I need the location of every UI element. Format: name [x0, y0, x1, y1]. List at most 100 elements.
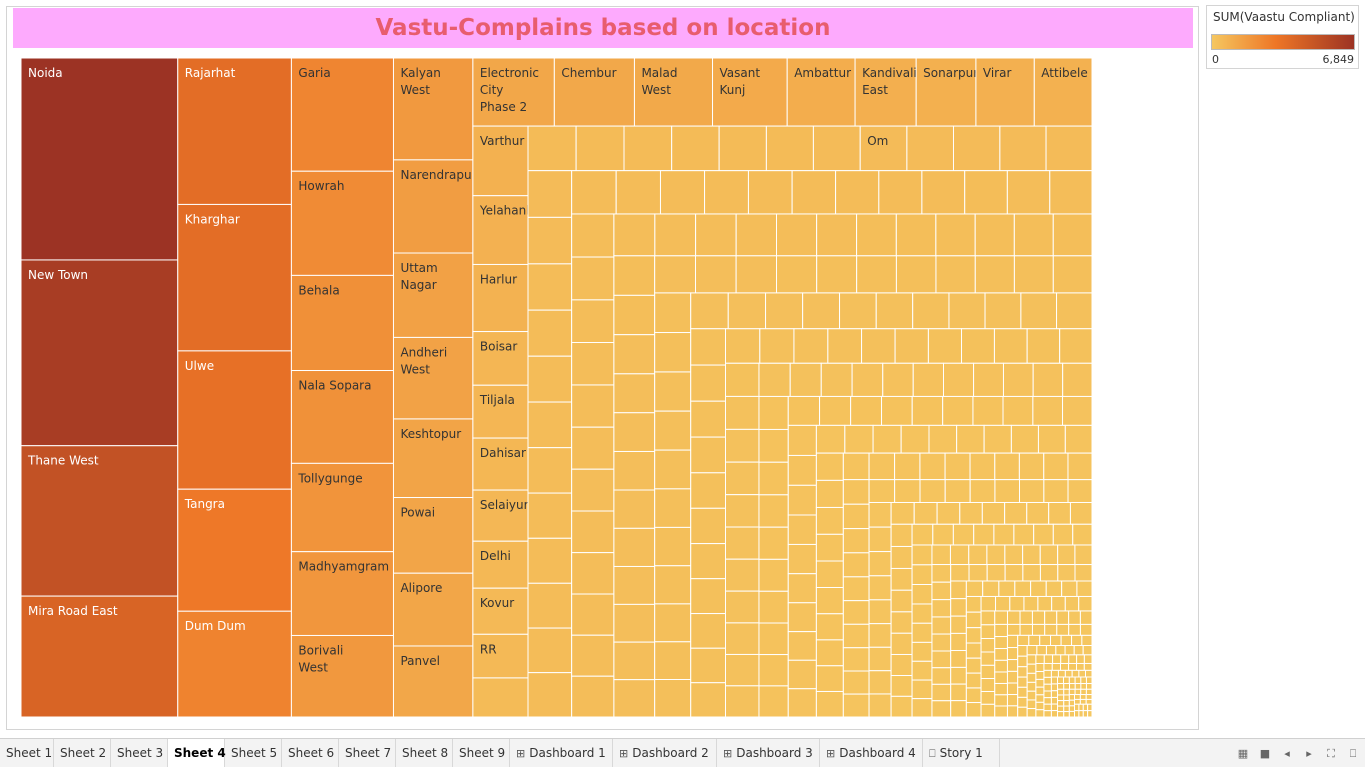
treemap-cell-rect[interactable] — [654, 371, 692, 412]
treemap-cell[interactable] — [613, 450, 656, 491]
treemap-cell-rect[interactable] — [894, 452, 921, 481]
treemap-cell-rect[interactable] — [912, 362, 945, 397]
treemap-cell-rect[interactable] — [950, 564, 970, 582]
treemap-cell[interactable] — [1057, 669, 1066, 678]
treemap-cell-rect[interactable] — [690, 507, 727, 545]
treemap-cell[interactable] — [895, 213, 937, 257]
treemap-cell[interactable] — [1052, 523, 1074, 546]
treemap-cell-rect[interactable] — [842, 552, 870, 578]
treemap-cell-rect[interactable] — [613, 255, 656, 296]
treemap-cell-rect[interactable] — [994, 452, 1020, 481]
treemap-cell-rect[interactable] — [981, 501, 1006, 525]
treemap-cell[interactable] — [1013, 523, 1035, 546]
treemap-cell[interactable] — [1006, 705, 1019, 717]
treemap-cell[interactable] — [842, 623, 870, 649]
treemap-cell[interactable] — [994, 479, 1020, 503]
treemap-cell[interactable] — [968, 544, 988, 566]
treemap-cell-rect[interactable] — [787, 602, 817, 633]
treemap-cell-madhyamgram[interactable]: Madhyamgram — [290, 551, 394, 636]
treemap-cell-rect[interactable] — [965, 611, 982, 629]
treemap-cell-rect[interactable] — [1062, 362, 1092, 397]
treemap-cell[interactable] — [890, 523, 913, 547]
treemap-cell[interactable] — [1026, 501, 1050, 525]
treemap-cell[interactable] — [1050, 676, 1059, 685]
treemap-cell-rect[interactable] — [868, 575, 892, 601]
treemap-cell[interactable] — [791, 170, 837, 215]
treemap-cell[interactable] — [965, 657, 982, 674]
treemap-cell-rect[interactable] — [472, 489, 529, 542]
treemap-cell[interactable] — [961, 328, 995, 364]
tab-sheet-7[interactable]: Sheet 7 — [339, 739, 396, 767]
treemap-cell-rect[interactable] — [890, 611, 913, 634]
treemap-cell[interactable] — [654, 213, 697, 257]
treemap-cell-rect[interactable] — [472, 263, 529, 333]
treemap-cell[interactable] — [1013, 255, 1054, 294]
treemap-cell-rect[interactable] — [1057, 564, 1076, 582]
treemap-cell[interactable] — [890, 501, 915, 525]
treemap-cell-rect[interactable] — [894, 328, 929, 364]
treemap-cell-rect[interactable] — [392, 572, 474, 647]
treemap-cell-rect[interactable] — [613, 527, 656, 567]
treemap-cell[interactable] — [956, 424, 985, 454]
treemap-cell[interactable] — [949, 544, 970, 566]
treemap-cell-rect[interactable] — [1026, 690, 1037, 701]
treemap-cell-rect[interactable] — [950, 666, 967, 685]
treemap-cell-rect[interactable] — [948, 292, 986, 330]
treemap-cell-thane-west[interactable]: Thane West — [21, 445, 179, 597]
treemap-cell[interactable] — [890, 567, 913, 591]
treemap-cell-rect[interactable] — [1074, 683, 1082, 690]
treemap-cell[interactable] — [527, 309, 573, 357]
treemap-cell-rect[interactable] — [1079, 698, 1087, 705]
treemap-cell-rect[interactable] — [802, 292, 841, 330]
treemap-cell[interactable] — [1052, 213, 1092, 257]
treemap-cell[interactable] — [1026, 681, 1037, 692]
treemap-cell-rect[interactable] — [1068, 654, 1078, 664]
treemap-cell[interactable] — [1035, 701, 1045, 711]
treemap-cell-rect[interactable] — [690, 578, 727, 615]
treemap-cell[interactable] — [1083, 654, 1092, 664]
treemap-cell-rect[interactable] — [21, 445, 179, 597]
treemap-cell-rect[interactable] — [527, 492, 573, 539]
treemap-cell[interactable] — [1074, 683, 1082, 690]
treemap-cell-rect[interactable] — [842, 600, 870, 625]
treemap-cell-rect[interactable] — [1071, 669, 1080, 678]
treemap-cell-rect[interactable] — [1085, 698, 1092, 705]
treemap-cell-rect[interactable] — [881, 395, 913, 426]
treemap-cell-rect[interactable] — [1085, 694, 1092, 700]
treemap-cell-rect[interactable] — [690, 543, 727, 580]
treemap-cell[interactable] — [613, 679, 656, 717]
treemap-cell-rect[interactable] — [472, 58, 555, 127]
treemap-cell[interactable] — [994, 648, 1008, 661]
treemap-cell[interactable] — [1037, 595, 1053, 612]
treemap-cell[interactable] — [980, 651, 996, 666]
treemap-cell[interactable] — [1063, 700, 1070, 707]
treemap-cell-rect[interactable] — [868, 501, 892, 528]
treemap-cell-rect[interactable] — [654, 410, 692, 451]
treemap-cell-rect[interactable] — [671, 125, 720, 172]
treemap-cell[interactable] — [950, 564, 970, 582]
treemap-cell-rect[interactable] — [787, 543, 817, 575]
treemap-cell-rect[interactable] — [613, 294, 656, 336]
treemap-cell-rect[interactable] — [725, 526, 760, 560]
treemap-cell[interactable] — [527, 170, 573, 218]
treemap-cell-rect[interactable] — [851, 362, 884, 397]
treemap-cell[interactable] — [765, 125, 814, 172]
treemap-cell[interactable] — [1026, 699, 1037, 710]
treemap-cell[interactable] — [911, 698, 933, 717]
treemap-cell[interactable] — [1006, 694, 1019, 707]
treemap-cell[interactable] — [842, 528, 870, 554]
treemap-cell[interactable] — [815, 613, 844, 641]
treemap-cell[interactable] — [527, 355, 573, 403]
treemap-cell[interactable] — [654, 371, 692, 412]
treemap-cell-rect[interactable] — [861, 328, 896, 364]
treemap-cell[interactable] — [1006, 659, 1019, 672]
treemap-cell[interactable] — [527, 582, 573, 629]
treemap-cell[interactable] — [875, 292, 914, 330]
treemap-cell-rect[interactable] — [1087, 710, 1092, 717]
treemap-cell[interactable] — [527, 537, 573, 584]
treemap-cell[interactable] — [984, 292, 1022, 330]
treemap-cell[interactable] — [1055, 645, 1066, 656]
treemap-cell-rect[interactable] — [654, 255, 697, 294]
treemap-cell-rect[interactable] — [1071, 634, 1083, 647]
treemap-cell-dum-dum[interactable]: Dum Dum — [177, 610, 292, 717]
